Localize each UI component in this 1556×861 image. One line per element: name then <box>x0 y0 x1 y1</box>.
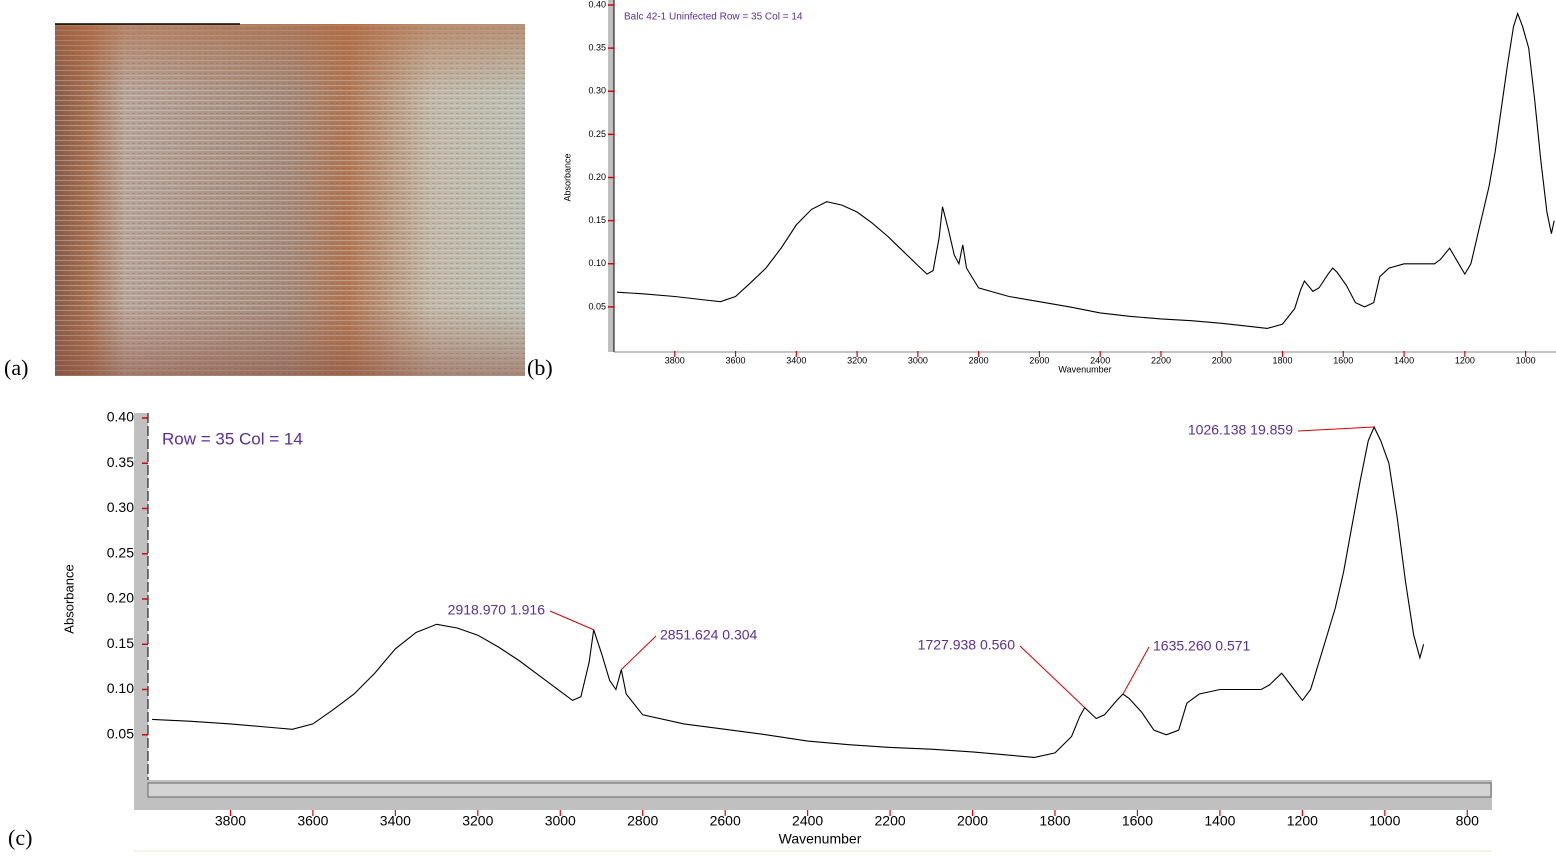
annotation: 2918.970 1.916 <box>448 602 546 618</box>
y-tick-label: 0.35 <box>588 43 606 53</box>
y-tick-label: 0.15 <box>107 635 134 651</box>
annotation-leader <box>1019 645 1086 708</box>
x-tick-label: 1600 <box>1333 355 1353 365</box>
annotation-leader <box>1297 426 1375 432</box>
panel-label: (a) <box>4 355 28 380</box>
y-tick-label: 0.10 <box>588 258 606 268</box>
y-tick-label: 0.40 <box>107 409 134 425</box>
annotation: 1727.938 0.560 <box>918 637 1016 653</box>
y-axis-label: Absorbance <box>562 153 572 201</box>
spectrum-line <box>616 11 1555 329</box>
x-tick-label: 1600 <box>1122 813 1153 829</box>
x-tick-label: 2600 <box>1029 355 1049 365</box>
x-tick-label: 3200 <box>462 813 493 829</box>
y-tick-label: 0.20 <box>588 172 606 182</box>
x-tick-label: 2000 <box>1212 355 1232 365</box>
x-tick-label: 3600 <box>726 355 746 365</box>
annotation-leader <box>1122 646 1150 695</box>
x-tick-label: 2800 <box>969 355 989 365</box>
x-tick-label: 3400 <box>380 813 411 829</box>
annotation-leader <box>620 635 657 670</box>
x-tick-label: 3800 <box>665 355 685 365</box>
y-tick-label: 0.05 <box>107 725 134 741</box>
x-tick-label: 800 <box>1456 813 1480 829</box>
x-tick-label: 3200 <box>847 355 867 365</box>
y-tick-label: 0.30 <box>588 86 606 96</box>
x-tick-label: 1800 <box>1273 355 1293 365</box>
y-tick-label: 0.05 <box>588 301 606 311</box>
x-axis-label: Wavenumber <box>1058 364 1111 374</box>
y-tick-label: 0.25 <box>588 129 606 139</box>
panel-label: (c) <box>8 825 32 850</box>
x-tick-label: 2000 <box>957 813 988 829</box>
spectrum-line <box>152 425 1425 758</box>
annotation-leader <box>549 610 594 631</box>
x-tick-label: 1000 <box>1369 813 1400 829</box>
x-tick-label: 2200 <box>875 813 906 829</box>
x-tick-label: 1200 <box>1455 355 1475 365</box>
x-tick-label: 3000 <box>545 813 576 829</box>
x-tick-label: 1400 <box>1394 355 1414 365</box>
annotation: 1635.260 0.571 <box>1153 638 1251 654</box>
panel-c-frame <box>134 413 1492 852</box>
x-tick-label: 2400 <box>1090 355 1110 365</box>
x-tick-label: 2200 <box>1151 355 1171 365</box>
x-tick-label: 3000 <box>908 355 928 365</box>
y-tick-label: 0.10 <box>107 680 134 696</box>
photo <box>55 23 525 376</box>
y-tick-label: 0.30 <box>107 499 134 515</box>
panel-label: (b) <box>527 355 553 380</box>
x-tick-label: 2800 <box>627 813 658 829</box>
chart-title: Balc 42-1 Uninfected Row = 35 Col = 14 <box>624 12 803 23</box>
x-tick-label: 1000 <box>1516 355 1536 365</box>
chart-title: Row = 35 Col = 14 <box>162 429 303 448</box>
y-tick-label: 0.40 <box>588 0 606 9</box>
x-tick-label: 1200 <box>1287 813 1318 829</box>
x-tick-label: 2400 <box>792 813 823 829</box>
x-tick-label: 3600 <box>297 813 328 829</box>
x-axis-label: Wavenumber <box>779 831 862 847</box>
x-tick-label: 1400 <box>1204 813 1235 829</box>
annotation: 2851.624 0.304 <box>660 627 758 643</box>
panel-b-frame <box>608 0 1556 353</box>
annotation: 1026.138 19.859 <box>1188 422 1293 438</box>
y-tick-label: 0.15 <box>588 215 606 225</box>
x-tick-label: 3400 <box>786 355 806 365</box>
x-tick-label: 2600 <box>710 813 741 829</box>
y-tick-label: 0.20 <box>107 590 134 606</box>
y-tick-label: 0.25 <box>107 544 134 560</box>
x-tick-label: 3800 <box>215 813 246 829</box>
y-axis-label: Absorbance <box>61 564 76 633</box>
x-tick-label: 1800 <box>1039 813 1070 829</box>
y-tick-label: 0.35 <box>107 454 134 470</box>
